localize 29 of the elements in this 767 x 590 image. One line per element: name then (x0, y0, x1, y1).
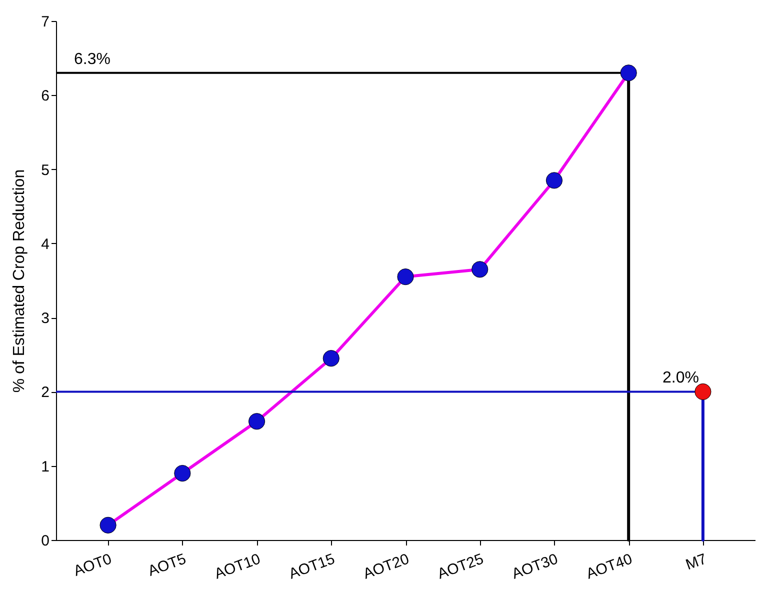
point (174, 464, 191, 482)
point (620, 64, 637, 82)
y-axis-title: % of Estimated Crop Reduction (11, 169, 28, 393)
ref-line-label: 6.3% (74, 50, 110, 68)
point (546, 172, 563, 189)
y-tick-label: 5 (41, 162, 50, 179)
x-tick-label: AOT15 (286, 550, 338, 583)
y-tick-label: 7 (41, 14, 50, 30)
point (694, 383, 712, 400)
point (100, 516, 116, 534)
x-tick-label: M7 (684, 550, 709, 574)
point (397, 268, 414, 286)
y-tick-label: 1 (41, 458, 50, 476)
y-tick-label: 3 (41, 310, 50, 328)
x-tick-label: AOT40 (584, 550, 635, 583)
x-tick-label: AOT0 (71, 550, 114, 580)
ref-line-label: 2.0% (662, 370, 699, 387)
point (248, 413, 266, 430)
x-tick-label: AOT10 (212, 550, 263, 583)
x-tick-label: AOT5 (146, 550, 188, 580)
point (322, 350, 340, 367)
y-tick-label: 0 (41, 532, 50, 550)
y-tick-label: 6 (41, 88, 50, 105)
point (472, 261, 488, 278)
y-tick-label: 2 (41, 384, 50, 402)
y-tick-label: 4 (41, 236, 50, 253)
x-tick-label: AOT30 (510, 550, 560, 583)
x-tick-label: AOT20 (360, 550, 412, 583)
x-tick-label: AOT25 (435, 550, 486, 583)
